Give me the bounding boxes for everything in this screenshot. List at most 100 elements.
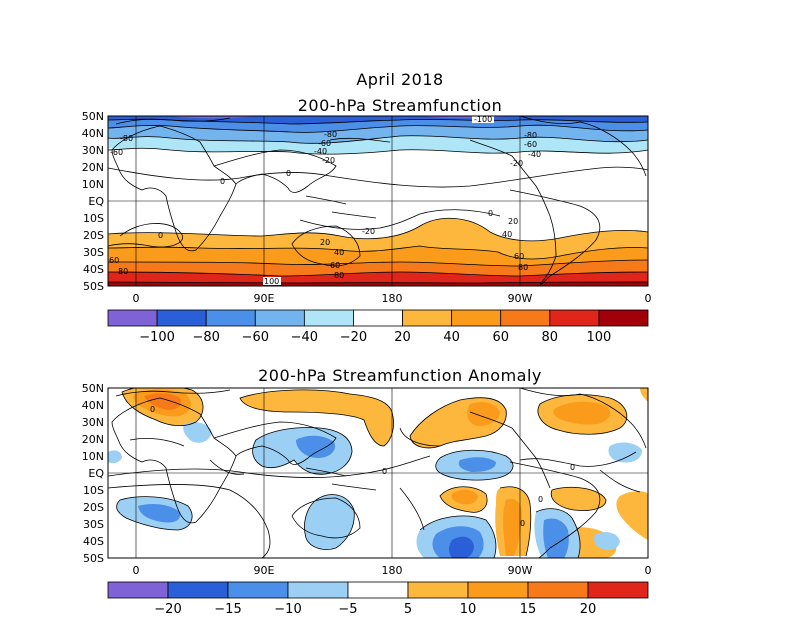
colorbar-label: 5 xyxy=(404,602,412,617)
colorbar-swatch xyxy=(451,309,502,327)
colorbar-swatch xyxy=(254,309,305,327)
lat-label: 30S xyxy=(83,518,104,531)
colorbar-swatch xyxy=(347,581,409,599)
colorbar-label: 100 xyxy=(586,330,611,345)
lat-label: 40N xyxy=(82,399,104,412)
contour-label: 0 xyxy=(570,463,575,472)
lat-label: 10S xyxy=(83,484,104,497)
colorbar-swatch xyxy=(500,309,551,327)
lat-label: 50N xyxy=(82,110,104,123)
lon-label: 0 xyxy=(133,564,140,577)
colorbar-swatch xyxy=(287,581,349,599)
lon-label: 180 xyxy=(382,292,403,305)
contour-label: -20 xyxy=(322,156,335,165)
map1-title: 200-hPa Streamfunction xyxy=(297,96,503,115)
colorbar-swatch xyxy=(407,581,469,599)
contour-label: 0 xyxy=(158,231,163,240)
contour-label: -40 xyxy=(314,147,327,156)
lat-label: 10S xyxy=(83,212,104,225)
map2-frame xyxy=(107,387,649,559)
contour-label: -20 xyxy=(362,227,375,236)
contour-label: 0 xyxy=(286,169,291,178)
contour-label: -80 xyxy=(524,131,537,140)
lat-label: 40S xyxy=(83,263,104,276)
colorbar-label: 10 xyxy=(460,602,477,617)
contour-label: 80 xyxy=(518,263,528,272)
lat-label: 10N xyxy=(82,178,104,191)
colorbar-label: −5 xyxy=(338,602,357,617)
contour-label: 0 xyxy=(150,405,155,414)
contour-label: -60 xyxy=(524,140,537,149)
colorbar-label: 80 xyxy=(542,330,559,345)
colorbar-label: −100 xyxy=(139,330,175,345)
lat-label: 50S xyxy=(83,552,104,565)
lat-label: 30N xyxy=(82,144,104,157)
contour-label: -20 xyxy=(510,159,523,168)
contour-label: -60 xyxy=(318,139,331,148)
colorbar-label: 20 xyxy=(394,330,411,345)
colorbar-swatch xyxy=(205,309,256,327)
colorbar-swatch xyxy=(303,309,354,327)
colorbar-swatch xyxy=(527,581,589,599)
colorbar-label: −60 xyxy=(242,330,269,345)
colorbar-swatch xyxy=(402,309,453,327)
contour-label: 40 xyxy=(334,248,344,257)
colorbar-swatch xyxy=(107,309,158,327)
colorbar-label: −15 xyxy=(214,602,241,617)
lon-label: 0 xyxy=(645,292,652,305)
lat-label: EQ xyxy=(88,195,104,208)
streamfunction-anomaly-map: 0 0 0 0 0 xyxy=(108,388,648,558)
contour-label: 0 xyxy=(520,519,525,528)
lat-label: 20S xyxy=(83,501,104,514)
contour-label: 20 xyxy=(508,217,518,226)
contour-label: 0 xyxy=(488,209,493,218)
lat-label: 40S xyxy=(83,535,104,548)
lat-label: 20S xyxy=(83,229,104,242)
contour-label: -40 xyxy=(528,150,541,159)
lat-label: 30S xyxy=(83,246,104,259)
colorbar-swatch xyxy=(549,309,600,327)
lat-label: 20N xyxy=(82,433,104,446)
lon-label: 0 xyxy=(645,564,652,577)
lon-label: 0 xyxy=(133,292,140,305)
lon-label: 90E xyxy=(254,564,275,577)
streamfunction-map: -100 -80 -60 -80 -60 -40 -20 -80 -60 -40… xyxy=(108,115,648,286)
contour-label: 0 xyxy=(220,177,225,186)
colorbar-swatch xyxy=(107,581,169,599)
lon-label: 90W xyxy=(508,292,533,305)
colorbar-swatch xyxy=(467,581,529,599)
colorbar-label: −20 xyxy=(154,602,181,617)
figure-title: April 2018 xyxy=(356,70,444,89)
lat-label: 50S xyxy=(83,280,104,293)
colorbar-label: −80 xyxy=(192,330,219,345)
contour-label: 40 xyxy=(502,230,512,239)
contour-label: -60 xyxy=(110,148,123,157)
contour-label: 0 xyxy=(538,495,543,504)
streamfunction-colorbar: −100 −80 −60 −40 −20 20 40 60 80 100 xyxy=(107,309,649,345)
lat-label: 40N xyxy=(82,127,104,140)
contour-label: 60 xyxy=(514,252,524,261)
contour-label: 20 xyxy=(320,238,330,247)
colorbar-label: −20 xyxy=(340,330,367,345)
map2-title: 200-hPa Streamfunction Anomaly xyxy=(258,366,542,385)
colorbar-swatch xyxy=(598,309,649,327)
contour-label: 80 xyxy=(334,271,344,280)
colorbar-swatch xyxy=(167,581,229,599)
colorbar-swatch xyxy=(156,309,207,327)
colorbar-label: 60 xyxy=(492,330,509,345)
colorbar-label: 40 xyxy=(443,330,460,345)
lon-label: 90E xyxy=(254,292,275,305)
contour-label: -100 xyxy=(474,115,492,124)
contour-label: 60 xyxy=(109,256,119,265)
colorbar-label: 20 xyxy=(580,602,597,617)
lat-label: 10N xyxy=(82,450,104,463)
contour-label: 80 xyxy=(118,267,128,276)
contour-label: 0 xyxy=(382,467,387,476)
lon-label: 90W xyxy=(508,564,533,577)
lat-label: EQ xyxy=(88,467,104,480)
contour-label: 100 xyxy=(264,277,279,286)
anomaly-colorbar: −20 −15 −10 −5 5 10 15 20 xyxy=(107,581,649,617)
colorbar-swatch xyxy=(587,581,649,599)
colorbar-label: 15 xyxy=(520,602,537,617)
